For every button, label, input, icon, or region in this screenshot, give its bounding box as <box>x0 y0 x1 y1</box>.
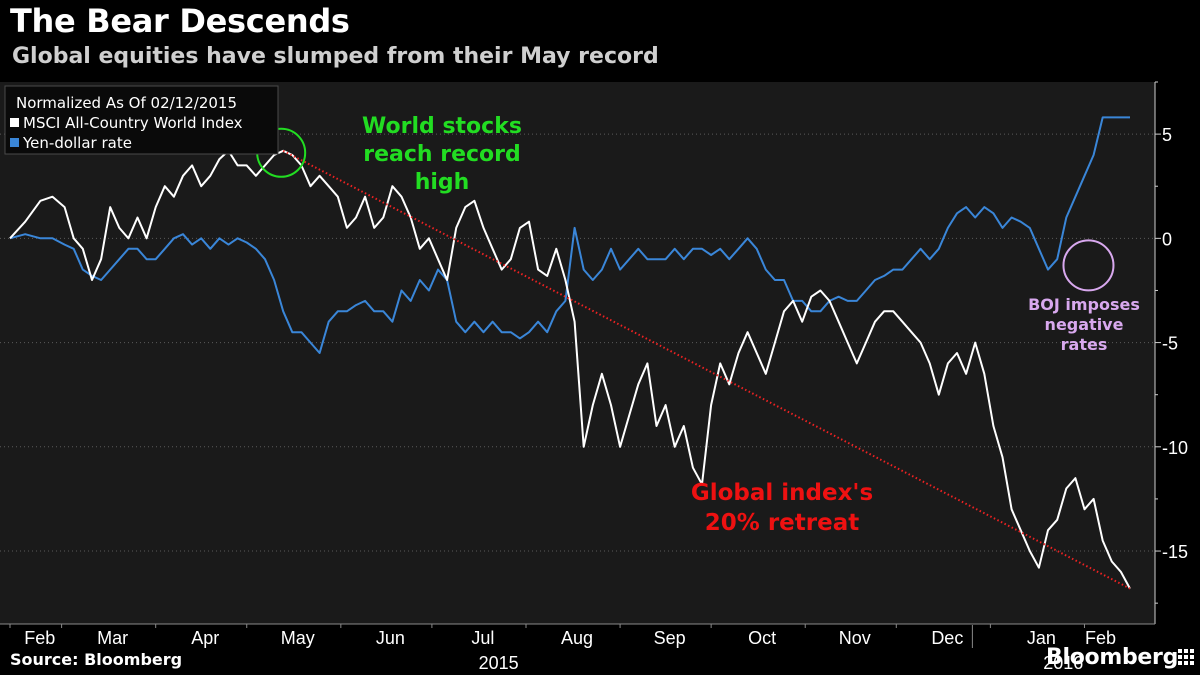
record-annotation-text: high <box>415 170 470 195</box>
y-tick-label: -5 <box>1162 334 1178 354</box>
y-tick-label: 0 <box>1162 229 1172 249</box>
y-tick-label: -10 <box>1162 438 1188 458</box>
series-layer <box>9 116 1131 590</box>
year-label: 2016 <box>1043 653 1083 673</box>
legend-heading: Normalized As Of 02/12/2015 <box>16 94 237 112</box>
y-axis: 5 0 -5 -10 -15 <box>1154 81 1188 624</box>
x-tick-label: Aug <box>561 628 593 648</box>
bloomberg-grid-icon <box>1178 649 1194 665</box>
x-axis: Feb Mar Apr May Jun Jul Aug Sep Oct Nov Dec Jan Feb2… <box>0 623 1155 673</box>
retreat-annotation-text: 20% retreat <box>705 510 859 536</box>
boj-annotation-text: BOJ imposes <box>1028 295 1140 314</box>
source-note: Source: Bloomberg <box>10 650 183 669</box>
x-tick-label: Feb <box>1085 628 1116 648</box>
legend-label-msci: MSCI All-Country World Index <box>23 114 243 132</box>
annotation-layer: World stocks reach record high Global index… <box>256 114 1140 536</box>
y-tick-label: 5 <box>1162 125 1172 145</box>
x-tick-label: Jul <box>471 628 494 648</box>
chart-title: The Bear Descends <box>10 2 350 40</box>
trend-layer <box>282 149 1131 590</box>
legend: Normalized As Of 02/12/2015 MSCI All-Coun… <box>4 85 279 155</box>
x-tick-label: Apr <box>191 628 219 648</box>
retreat-annotation-text: Global index's <box>691 480 873 506</box>
legend-box <box>4 85 279 155</box>
legend-label-yen: Yen-dollar rate <box>22 134 132 152</box>
x-tick-label: May <box>281 628 315 648</box>
x-tick-label: Mar <box>97 628 128 648</box>
msci-series-line <box>9 149 1131 590</box>
x-tick-label: Sep <box>654 628 686 648</box>
legend-swatch-msci <box>10 118 19 127</box>
brand-name: Bloomberg <box>1046 645 1179 670</box>
x-tick-label: Feb <box>24 628 55 648</box>
x-tick-label: Jun <box>376 628 405 648</box>
record-annotation-text: reach record <box>363 142 521 167</box>
record-annotation-text: World stocks <box>362 114 522 139</box>
year-label: 2015 <box>479 653 519 673</box>
legend-swatch-yen <box>10 138 19 147</box>
boj-circle <box>1062 239 1115 292</box>
x-tick-label: Nov <box>839 628 871 648</box>
yen-series-line <box>9 116 1130 354</box>
trend-line <box>282 149 1131 590</box>
boj-annotation-text: negative <box>1045 315 1124 334</box>
x-tick-label: Dec <box>931 628 963 648</box>
boj-annotation-text: rates <box>1061 335 1108 354</box>
y-tick-label: -15 <box>1162 542 1188 562</box>
chart-subtitle: Global equities have slumped from their … <box>12 44 659 69</box>
x-tick-label: Oct <box>748 628 776 648</box>
x-tick-label: Jan <box>1027 628 1056 648</box>
